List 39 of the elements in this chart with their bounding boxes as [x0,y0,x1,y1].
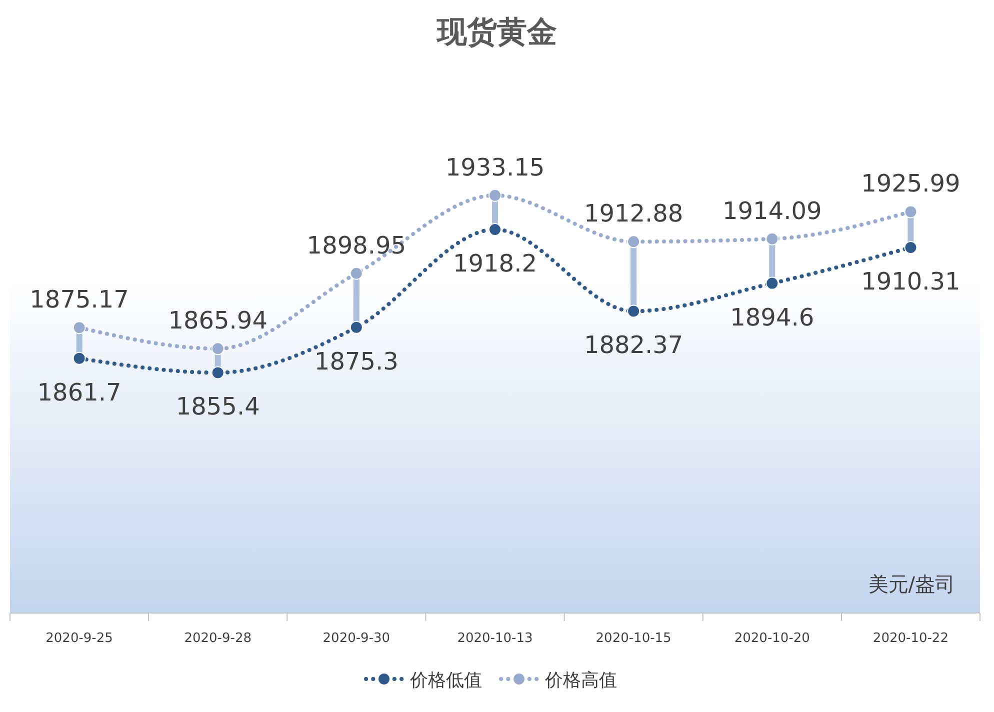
point [904,240,918,254]
x-tick-label: 2020-9-28 [184,631,252,646]
point [904,205,918,218]
x-tick-label: 2020-9-25 [46,631,113,646]
point [72,352,86,365]
point [350,266,363,280]
point [627,304,640,318]
data-label: 1861.7 [37,378,122,406]
point [350,320,363,334]
point [488,223,502,236]
legend-label: 价格低值 [409,670,482,691]
point [766,232,779,246]
x-tick-label: 2020-10-22 [872,631,948,646]
data-label: 1898.95 [306,231,406,260]
data-label: 1894.6 [730,303,814,332]
data-label: 1912.88 [584,200,684,228]
data-label: 1910.31 [861,267,960,296]
data-label: 1875.3 [314,347,398,376]
legend-label: 价格高值 [544,670,617,691]
data-label: 1875.17 [30,286,129,314]
x-tick-label: 2020-9-30 [322,631,390,646]
x-tick-label: 2020-10-13 [457,631,533,646]
data-label: 1933.15 [445,153,545,182]
data-label: 1855.4 [176,392,260,421]
data-label: 1865.94 [168,306,268,335]
x-tick-label: 2020-10-20 [734,631,810,646]
data-label: 1914.09 [722,196,822,225]
data-label: 1918.2 [453,250,537,278]
point [627,235,640,248]
point [211,366,224,380]
data-label: 1882.37 [584,331,684,360]
annotation: 美元/盎司 [868,572,955,596]
point [766,276,779,290]
point [211,342,224,356]
point [72,321,86,334]
data-label: 1925.99 [861,170,960,198]
x-tick-label: 2020-10-15 [596,631,672,646]
chart-title: 现货黄金 [436,15,557,50]
point [488,188,502,202]
